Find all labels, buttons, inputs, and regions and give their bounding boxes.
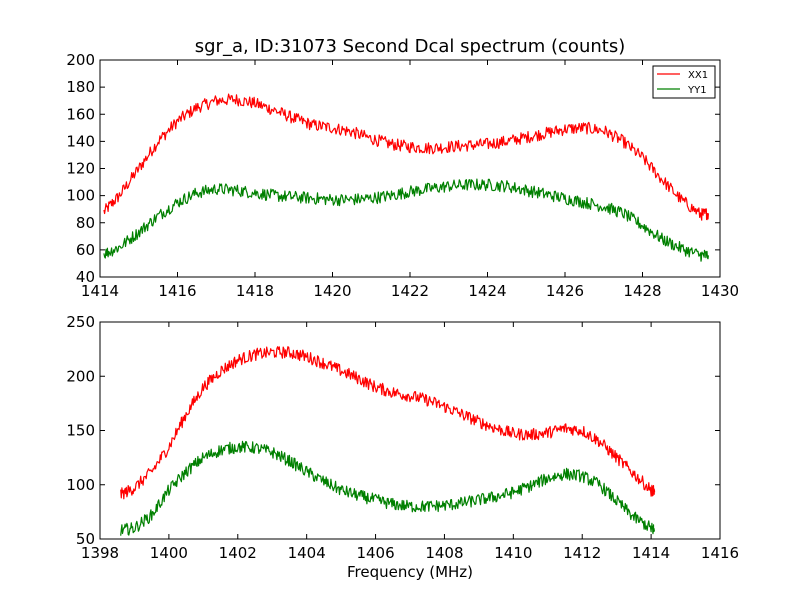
bottom-series-yy1-line [120,440,656,536]
top-x-tick-label: 1416 [158,282,196,300]
chart-title: sgr_a, ID:31073 Second Dcal spectrum (co… [195,36,625,57]
top-y-tick-label: 80 [76,214,95,232]
top-y-tick-label: 100 [66,187,95,205]
top-x-tick-label: 1428 [623,282,661,300]
top-y-tick-label: 60 [76,241,95,259]
top-x-tick-label: 1420 [313,282,351,300]
bottom-axis-ticks: 1398 1400 1402 1404 1406 1408 1410 1412 1414 1416… [66,313,739,562]
top-x-tick-label: 1418 [236,282,274,300]
top-x-tick-label: 1414 [81,282,119,300]
legend-box [652,65,716,99]
top-series-yy1-line [103,178,709,262]
top-series-xx1-line [103,93,709,221]
bottom-x-tick-label: 1406 [356,544,394,562]
bottom-x-tick-label: 1416 [701,544,739,562]
bottom-series-lines [120,346,656,536]
bottom-x-tick-label: 1408 [425,544,463,562]
bottom-chart: 1398 1400 1402 1404 1406 1408 1410 1412 1414 1416… [66,313,739,581]
bottom-y-tick-label: 150 [66,422,95,440]
bottom-series-xx1-line [120,346,656,500]
bottom-y-tick-label: 50 [76,530,95,548]
top-series-lines [103,93,709,262]
bottom-x-tick-label: 1400 [150,544,188,562]
bottom-x-tick-label: 1402 [219,544,257,562]
bottom-x-tick-label: 1404 [288,544,326,562]
top-y-tick-label: 140 [66,132,95,150]
top-y-tick-label: 120 [66,160,95,178]
bottom-x-tick-label: 1410 [494,544,532,562]
top-y-tick-label: 160 [66,105,95,123]
top-plot-frame [99,59,721,278]
bottom-x-tick-label: 1412 [563,544,601,562]
bottom-x-tick-label: 1414 [632,544,670,562]
top-y-tick-label: 180 [66,78,95,96]
top-axis-ticks: 1414 1416 1418 1420 1422 1424 1426 1428 1430 40 60… [66,51,739,300]
top-x-tick-label: 1424 [468,282,506,300]
legend-label-yy1: YY1 [687,85,707,96]
bottom-y-tick-label: 200 [66,367,95,385]
top-chart: sgr_a, ID:31073 Second Dcal spectrum (co… [66,36,739,300]
top-y-tick-label: 200 [66,51,95,69]
legend: XX1 YY1 [652,65,716,99]
top-x-tick-label: 1426 [546,282,584,300]
top-y-tick-label: 40 [76,268,95,286]
top-x-tick-label: 1430 [701,282,739,300]
top-x-tick-label: 1422 [391,282,429,300]
bottom-y-tick-label: 100 [66,476,95,494]
bottom-y-tick-label: 250 [66,313,95,331]
bottom-x-tick-label: 1398 [81,544,119,562]
x-axis-label: Frequency (MHz) [347,563,473,581]
legend-label-xx1: XX1 [688,70,708,81]
